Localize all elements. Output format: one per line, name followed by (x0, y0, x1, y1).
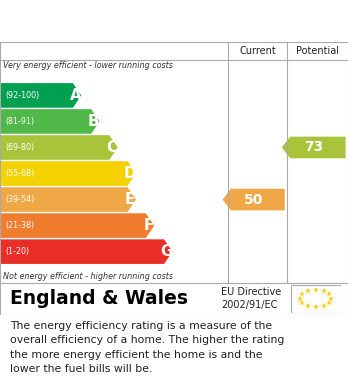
Polygon shape (1, 83, 81, 108)
Text: 50: 50 (244, 192, 263, 206)
Text: D: D (124, 166, 136, 181)
Text: EU Directive
2002/91/EC: EU Directive 2002/91/EC (221, 287, 281, 310)
Text: (69-80): (69-80) (5, 143, 34, 152)
Text: Not energy efficient - higher running costs: Not energy efficient - higher running co… (3, 273, 174, 282)
Polygon shape (282, 137, 346, 158)
Polygon shape (1, 213, 154, 238)
Text: (92-100): (92-100) (5, 91, 39, 100)
Polygon shape (1, 161, 136, 186)
Text: (55-68): (55-68) (5, 169, 34, 178)
Text: (81-91): (81-91) (5, 117, 34, 126)
Text: (21-38): (21-38) (5, 221, 34, 230)
Text: F: F (143, 218, 153, 233)
Text: E: E (125, 192, 135, 207)
Polygon shape (223, 189, 285, 210)
Text: B: B (88, 114, 100, 129)
Text: Current: Current (239, 46, 276, 56)
Text: (39-54): (39-54) (5, 195, 34, 204)
Text: A: A (70, 88, 81, 103)
Text: Potential: Potential (296, 46, 339, 56)
Polygon shape (1, 239, 173, 264)
Text: C: C (106, 140, 118, 155)
Text: England & Wales: England & Wales (10, 289, 188, 308)
Text: Very energy efficient - lower running costs: Very energy efficient - lower running co… (3, 61, 173, 70)
Text: The energy efficiency rating is a measure of the
overall efficiency of a home. T: The energy efficiency rating is a measur… (10, 321, 285, 374)
Polygon shape (1, 109, 100, 134)
Polygon shape (1, 187, 136, 212)
Polygon shape (1, 135, 118, 160)
Text: (1-20): (1-20) (5, 247, 29, 256)
Text: G: G (160, 244, 173, 259)
Text: 73: 73 (304, 140, 323, 154)
Text: Energy Efficiency Rating: Energy Efficiency Rating (10, 12, 251, 30)
